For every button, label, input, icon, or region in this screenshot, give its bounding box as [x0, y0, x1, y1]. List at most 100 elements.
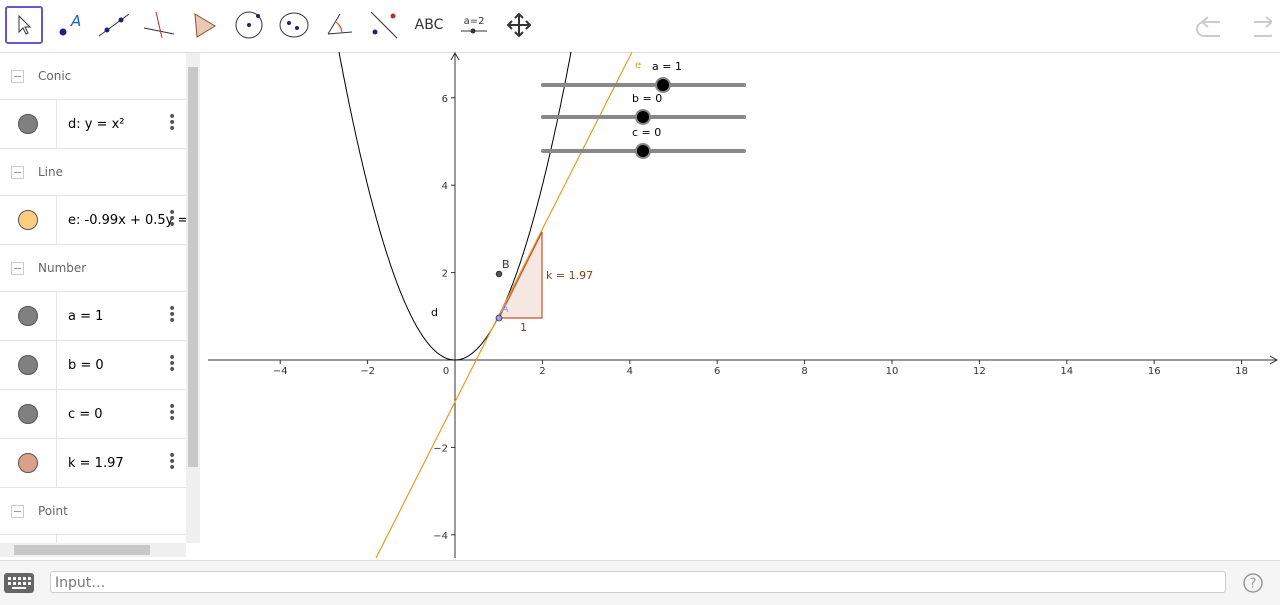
y-tick-label: −2 — [433, 443, 448, 454]
angle-tool[interactable] — [320, 6, 358, 44]
label-B: B — [502, 258, 510, 271]
svg-text:A: A — [70, 12, 81, 30]
x-tick-label: −4 — [273, 366, 288, 377]
algebra-item[interactable]: e: -0.99x + 0.5y = • • • — [0, 196, 186, 245]
algebra-item[interactable]: c = 0 • • • — [0, 390, 186, 439]
separator — [56, 390, 57, 438]
point-tool[interactable]: A — [50, 6, 88, 44]
help-button[interactable]: ? — [1242, 572, 1264, 594]
y-tick-label: −4 — [433, 531, 448, 542]
group-header: Point — [0, 488, 186, 535]
parabola-d — [338, 52, 572, 361]
slider-label: b = 0 — [632, 92, 662, 105]
separator — [56, 196, 57, 244]
group-header: Conic — [0, 53, 186, 100]
v-scrollbar[interactable] — [186, 53, 200, 543]
y-tick-label: 6 — [442, 94, 448, 105]
x-tick-label: 12 — [973, 366, 986, 377]
y-arrow — [450, 52, 460, 61]
perpendicular-tool[interactable] — [140, 6, 178, 44]
group-name: Line — [38, 165, 64, 179]
polygon-tool[interactable] — [185, 6, 223, 44]
ellipse-tool[interactable] — [275, 6, 313, 44]
visibility-toggle[interactable] — [18, 404, 38, 424]
item-menu[interactable]: • • • — [168, 399, 177, 427]
slider-knob[interactable] — [655, 77, 671, 93]
group-header: Number — [0, 245, 186, 292]
move-tool[interactable] — [5, 6, 43, 44]
slider-label: a = 1 — [652, 60, 682, 73]
item-menu[interactable]: • • • — [168, 205, 177, 233]
item-menu[interactable]: • • • — [168, 301, 177, 329]
visibility-toggle[interactable] — [18, 114, 38, 134]
line-e — [375, 52, 633, 558]
visibility-toggle[interactable] — [18, 210, 38, 230]
keyboard-button[interactable] — [4, 573, 34, 593]
visibility-toggle[interactable] — [18, 355, 38, 375]
toolbar: A ABC a=2 — [0, 0, 1280, 53]
algebra-item[interactable]: b = 0 • • • — [0, 341, 186, 390]
separator — [56, 292, 57, 340]
y-tick-label: 2 — [442, 269, 448, 280]
algebra-view: Conic d: y = x² • • • Line e: -0.99x + 0.5y = •… — [0, 53, 187, 543]
circle-tool[interactable] — [230, 6, 268, 44]
reflect-tool[interactable] — [365, 6, 403, 44]
label-e: e — [635, 60, 641, 71]
item-text: b = 0 — [68, 357, 104, 373]
h-scrollbar[interactable] — [0, 543, 186, 557]
collapse-button[interactable] — [11, 504, 24, 518]
separator — [56, 100, 57, 148]
item-menu[interactable]: • • • — [168, 109, 177, 137]
label-d: d — [431, 306, 438, 319]
x-tick-label: 4 — [627, 366, 633, 377]
label-A: A — [501, 302, 509, 315]
visibility-toggle[interactable] — [18, 453, 38, 473]
item-text: d: y = x² — [68, 116, 125, 132]
group-name: Number — [38, 261, 87, 275]
point-A — [495, 314, 503, 322]
item-text: a = 1 — [68, 308, 104, 324]
collapse-button[interactable] — [11, 69, 24, 83]
x-tick-label: 18 — [1235, 366, 1248, 377]
x-tick-label: 16 — [1148, 366, 1161, 377]
item-text: k = 1.97 — [68, 455, 124, 471]
origin-label: 0 — [443, 366, 449, 377]
slider-tool[interactable]: a=2 — [455, 6, 493, 44]
item-text: e: -0.99x + 0.5y = — [68, 212, 186, 228]
y-tick-label: 4 — [442, 181, 448, 192]
visibility-toggle[interactable] — [18, 306, 38, 326]
slider-knob[interactable] — [635, 109, 651, 125]
x-tick-label: 8 — [801, 366, 807, 377]
move-view-tool[interactable] — [500, 6, 538, 44]
item-menu[interactable]: • • • — [168, 350, 177, 378]
slider-label: c = 0 — [632, 126, 661, 139]
item-menu[interactable]: • • • — [168, 448, 177, 476]
text-tool[interactable]: ABC — [410, 6, 448, 44]
algebra-item[interactable]: k = 1.97 • • • — [0, 439, 186, 488]
group-name: Point — [38, 504, 68, 518]
algebra-item[interactable]: A = (0.99, 0.98)••• — [0, 535, 186, 543]
group-header: Line — [0, 149, 186, 196]
collapse-button[interactable] — [11, 165, 24, 179]
group-name: Conic — [38, 69, 72, 83]
x-tick-label: 10 — [886, 366, 899, 377]
point-B — [495, 270, 503, 278]
item-text: c = 0 — [68, 406, 103, 422]
svg-text:?: ? — [1250, 577, 1257, 592]
x-tick-label: 14 — [1060, 366, 1073, 377]
graphics-view[interactable]: −4 −2 2 4 6 8 10 12 14 16 18 0 6 4 2 −2 −4 d e A Bk = 1.97 1 a… — [208, 52, 1280, 558]
slider-knob[interactable] — [635, 143, 651, 159]
separator — [56, 439, 57, 487]
algebra-item[interactable]: a = 1 • • • — [0, 292, 186, 341]
x-arrow — [1269, 355, 1279, 365]
slider-tool-label: a=2 — [463, 15, 485, 27]
separator — [56, 341, 57, 389]
separator — [56, 535, 57, 543]
input-field[interactable]: Input… — [50, 571, 1226, 593]
algebra-item[interactable]: d: y = x² • • • — [0, 100, 186, 149]
line-tool[interactable] — [95, 6, 133, 44]
x-tick-label: 2 — [539, 366, 545, 377]
collapse-button[interactable] — [11, 261, 24, 275]
undo-redo[interactable] — [1192, 12, 1272, 42]
